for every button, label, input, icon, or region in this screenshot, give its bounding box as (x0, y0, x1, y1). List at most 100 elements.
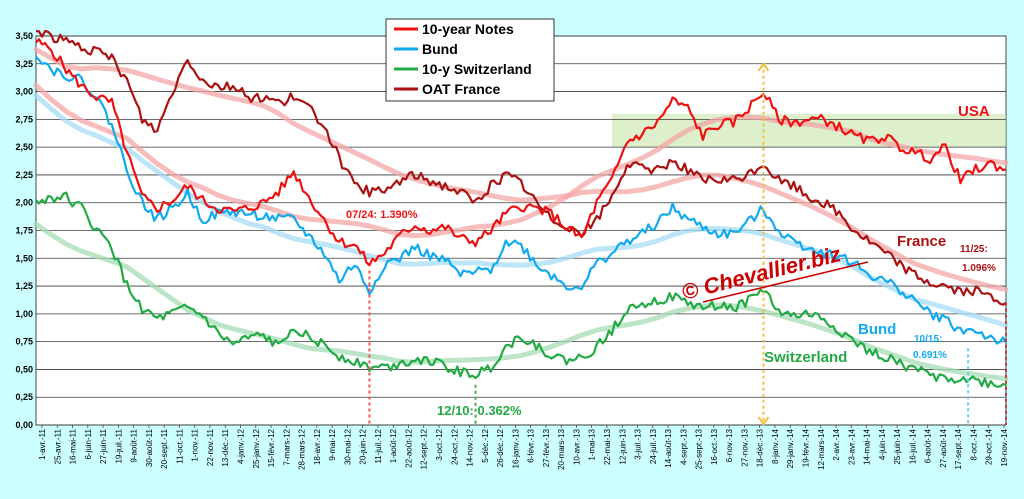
x-tick-label: 22-nov.-11 (206, 428, 215, 466)
x-tick-label: 15-févr.-12 (267, 428, 276, 467)
x-tick-label: 12-juin-13 (618, 428, 627, 464)
y-tick-label: 1,00 (15, 309, 33, 319)
peak-arrow-bottom (757, 416, 770, 426)
x-tick-label: 3-juil.-13 (634, 428, 643, 459)
x-tick-label: 12-sept.-12 (420, 428, 429, 469)
x-tick-label: 17-sept.-14 (954, 428, 963, 469)
legend-label: 10-y Switzerland (422, 61, 532, 77)
x-tick-label: 20-sept.-11 (160, 428, 169, 468)
us-low-label: 07/24: 1.390% (346, 209, 418, 221)
x-tick-label: 6-févr.-13 (527, 428, 536, 462)
x-tick-label: 6-nov.-13 (725, 428, 734, 462)
x-tick-label: 27-août-14 (939, 428, 948, 467)
x-tick-label: 18-déc.-13 (756, 428, 765, 467)
x-tick-label: 13-déc.-11 (221, 428, 230, 466)
x-tick-label: 25-sept.-13 (695, 428, 704, 469)
x-tick-label: 3-oct.-12 (435, 428, 444, 460)
x-tick-label: 22-mai-13 (603, 428, 612, 465)
switzerland-label: Switzerland (764, 349, 847, 366)
watermark-underline (702, 261, 869, 303)
x-tick-label: 30-mai-12 (343, 428, 352, 465)
legend-label: Bund (422, 41, 458, 57)
france-label: France (897, 233, 946, 250)
x-tick-label: 14-août-13 (664, 428, 673, 467)
y-tick-label: 0,50 (15, 364, 33, 374)
legend-box (385, 18, 555, 102)
x-tick-label: 25-juin-14 (893, 428, 902, 464)
x-tick-label: 16-oct.-13 (710, 428, 719, 465)
x-tick-label: 7-mars-12 (282, 428, 291, 465)
x-tick-label: 8-oct.-14 (969, 428, 978, 460)
france-last-date: 11/25: (960, 244, 988, 255)
x-tick-label: 25-avr.-11 (53, 428, 62, 464)
x-tick-label: 26-déc.-12 (496, 428, 505, 467)
x-tick-label: 24-oct.-12 (450, 428, 459, 465)
series-line-0 (35, 38, 1007, 267)
y-tick-label: 2,00 (15, 198, 33, 208)
x-tick-label: 6-août-14 (924, 428, 933, 463)
x-tick-label: 22-août-12 (404, 428, 413, 467)
trend-line-3 (33, 47, 1009, 293)
y-tick-label: 1,25 (15, 281, 33, 291)
y-tick-label: 2,75 (15, 114, 33, 124)
x-tick-label: 29-oct.-14 (985, 428, 994, 465)
swiss-low-label: 12/10: 0.362% (437, 403, 522, 418)
x-tick-label: 8-janv.-14 (771, 428, 780, 464)
legend-label: 10-year Notes (422, 21, 514, 37)
x-tick-label: 23-avr.-14 (847, 428, 856, 465)
y-tick-label: 1,50 (15, 253, 33, 263)
x-tick-label: 19-nov.-14 (1000, 428, 1009, 466)
y-tick-label: 0,00 (15, 420, 33, 430)
x-tick-label: 11-oct.-11 (175, 428, 184, 463)
x-tick-label: 4-sept.-13 (679, 428, 688, 465)
x-tick-label: 14-nov.-12 (466, 428, 475, 466)
x-tick-label: 27-nov.-13 (740, 428, 749, 466)
x-tick-label: 10-avr.-13 (572, 428, 581, 465)
legend-label: OAT France (422, 81, 501, 97)
x-tick-label: 20-mars-13 (557, 428, 566, 469)
y-tick-label: 2,50 (15, 142, 33, 152)
x-tick-label: 11-juil.-12 (374, 428, 383, 463)
usa-label: USA (958, 103, 990, 120)
x-tick-label: 24-juil.-13 (649, 428, 658, 464)
y-tick-label: 1,75 (15, 226, 33, 236)
trend-line-0 (33, 83, 1009, 239)
y-tick-label: 3,50 (15, 31, 33, 41)
series-line-1 (35, 56, 1007, 345)
x-tick-label: 27-févr.-13 (542, 428, 551, 467)
y-tick-label: 0,25 (15, 392, 33, 402)
x-tick-label: 1-août-12 (389, 428, 398, 463)
x-tick-label: 27-juin-11 (99, 428, 108, 464)
bund-last-value: 0.691% (913, 350, 947, 361)
x-tick-label: 29-janv.-14 (786, 428, 795, 468)
peak-arrow-top (757, 62, 770, 72)
bund-last-date: 10/15: (914, 334, 942, 345)
series-line-2 (35, 191, 1007, 389)
x-tick-label: 1-avr.-11 (38, 428, 47, 460)
y-tick-label: 3,00 (15, 87, 33, 97)
y-tick-label: 2,25 (15, 170, 33, 180)
x-tick-label: 1-nov.-11 (191, 428, 200, 461)
y-tick-label: 3,25 (15, 59, 33, 69)
x-tick-label: 9-mai-12 (328, 428, 337, 460)
legend: 10-year Notes Bund 10-y Switzerland OAT Fra… (385, 18, 555, 102)
x-tick-label: 4-juin-14 (878, 428, 887, 460)
x-tick-label: 16-juil.-14 (908, 428, 917, 464)
x-tick-label: 19-juil.-11 (114, 428, 123, 463)
x-tick-label: 4-janv.-12 (237, 428, 246, 464)
x-tick-label: 2-avr.-14 (832, 428, 841, 460)
x-tick-label: 30-août-11 (145, 428, 154, 467)
x-tick-label: 1-mai-13 (588, 428, 597, 460)
y-tick-label: 0,75 (15, 337, 33, 347)
x-tick-label: 5-déc.-12 (481, 428, 490, 462)
x-tick-label: 12-mars-14 (817, 428, 826, 469)
series-line-3 (35, 29, 1007, 306)
x-tick-label: 16-mai-11 (69, 428, 78, 464)
x-tick-label: 25-janv.-12 (252, 428, 261, 468)
x-tick-label: 20-juin-12 (359, 428, 368, 464)
france-last-value: 1.096% (962, 263, 996, 274)
x-tick-label: 6-juin-11 (84, 428, 93, 459)
x-tick-label: 16-janv.-13 (511, 428, 520, 468)
